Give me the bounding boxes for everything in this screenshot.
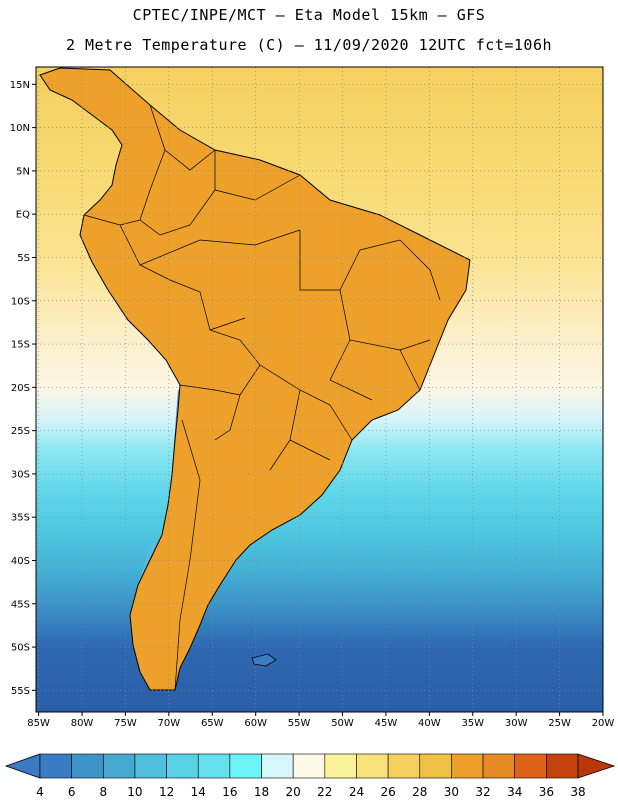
colorbar-label: 6 [68,785,76,799]
lon-tick-label: 70W [158,718,181,729]
lat-tick-label: 20S [11,383,30,394]
lat-tick-label: 5S [17,253,30,264]
colorbar-swatch [166,753,199,779]
map-area [36,67,603,712]
temperature-colorbar: 4 6 8 10 12 14 16 18 20 22 24 26 28 30 32 34 36 38 [4,753,616,799]
lat-tick-label: 50S [11,643,30,654]
colorbar-label: 38 [570,785,585,799]
colorbar-label: 30 [444,785,459,799]
colorbar-label: 14 [191,785,206,799]
lat-lon-grid [36,67,603,712]
lon-tick-label: 85W [27,718,50,729]
lat-tick-label: 40S [11,556,30,567]
colorbar-swatch [387,753,421,779]
colorbar-swatch [134,753,167,779]
colorbar-label: 18 [254,785,269,799]
lon-tick-label: 25W [548,718,571,729]
colorbar-min-arrow [4,753,41,779]
lat-tick-label: 45S [11,599,30,610]
colorbar-swatch [482,753,516,779]
colorbar-swatch [292,753,326,779]
colorbar-swatch [102,753,136,779]
falkland-islands [251,653,277,667]
colorbar-label: 10 [127,785,142,799]
colorbar-label: 16 [222,785,237,799]
colorbar-swatch [546,753,579,779]
lon-tick-label: 45W [375,718,398,729]
lat-tick-label: 25S [11,426,30,437]
colorbar-label: 20 [286,785,301,799]
lon-tick-label: 80W [71,718,94,729]
colorbar-label: 24 [349,785,364,799]
colorbar-max-arrow [577,753,616,779]
lon-tick-label: 20W [592,718,615,729]
map-frame [35,66,604,713]
lat-tick-label: 10N [10,123,30,134]
colorbar-swatch [39,753,72,779]
colorbar-swatch [356,753,389,779]
colorbar-label: 36 [539,785,554,799]
lat-tick-label: 15N [10,80,30,91]
lon-tick-label: 40W [418,718,441,729]
colorbar-label: 4 [36,785,44,799]
colorbar-swatch [419,753,452,779]
colorbar-swatch [451,753,484,779]
colorbar-swatch [324,753,357,779]
map-title-line2: 2 Metre Temperature (C) – 11/09/2020 12U… [65,36,553,54]
lon-tick-label: 55W [288,718,311,729]
lon-tick-label: 75W [114,718,137,729]
map-title-line1: CPTEC/INPE/MCT – Eta Model 15km – GFS [132,6,486,24]
lat-tick-label: EQ [16,210,30,221]
lat-tick-label: 55S [11,686,30,697]
country-borders [83,104,441,691]
colorbar-swatch [229,753,262,779]
lon-tick-label: 60W [244,718,267,729]
colorbar-label: 34 [507,785,522,799]
colorbar-label: 26 [380,785,395,799]
lat-tick-label: 10S [11,296,30,307]
colorbar-swatch [71,753,104,779]
lon-tick-label: 35W [461,718,484,729]
lat-tick-label: 35S [11,513,30,524]
colorbar-label: 28 [412,785,427,799]
lon-tick-label: 50W [331,718,354,729]
colorbar-swatch [261,753,294,779]
colorbar-label: 8 [99,785,107,799]
longitude-axis: 85W 80W 75W 70W 65W 60W 55W 50W 45W 40W 35W 30W 25W 2… [27,712,614,729]
lon-tick-label: 65W [201,718,224,729]
lat-tick-label: 30S [11,469,30,480]
colorbar-swatch [514,753,547,779]
latitude-axis: 15N 10N 5N EQ 5S 10S 15S 20S 25S 30S 35S 40S 45S 50S 5… [10,80,36,697]
colorbar-swatch [197,753,231,779]
lon-tick-label: 30W [505,718,528,729]
colorbar-label: 22 [317,785,332,799]
colorbar-label: 32 [475,785,490,799]
colorbar-label: 12 [159,785,174,799]
lat-tick-label: 15S [11,340,30,351]
lat-tick-label: 5N [16,166,30,177]
